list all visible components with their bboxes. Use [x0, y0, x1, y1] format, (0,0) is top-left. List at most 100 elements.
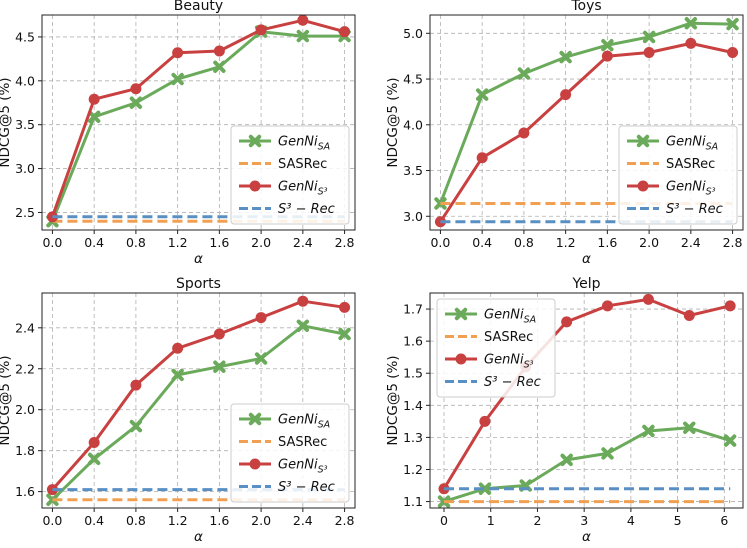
x-tick-label: 1.2 — [556, 235, 576, 250]
legend-label-main: S³ − Rec — [278, 202, 335, 217]
legend-label: GenNiSA — [666, 135, 718, 153]
y-tick-label: 1.1 — [403, 494, 423, 509]
y-tick-label: 4.5 — [15, 29, 35, 44]
data-point-circle — [213, 328, 225, 340]
legend-label: GenNiS³ — [666, 180, 716, 198]
legend-box — [618, 125, 738, 225]
series-line — [51, 324, 345, 501]
data-point-circle — [172, 47, 184, 59]
data-point-x — [560, 453, 573, 467]
legend: GenNiSA SASRec GenNiS³ S³ − Rec — [230, 125, 350, 225]
data-point-circle — [561, 316, 573, 328]
legend-marker-circle — [249, 458, 261, 470]
data-point-x — [338, 327, 351, 341]
x-tick-label: 1 — [487, 513, 495, 528]
legend-entry: GenNiS³ — [627, 180, 716, 198]
x-tick-label: 2.0 — [639, 235, 659, 250]
data-point-circle — [683, 309, 695, 321]
y-axis-label: NDCG@5 (%) — [0, 355, 13, 445]
data-point-circle — [724, 300, 736, 312]
data-point-x — [87, 452, 101, 466]
series-genni-sa — [437, 421, 737, 508]
y-tick-label: 1.5 — [403, 366, 423, 381]
legend-label-main: SASRec — [278, 157, 327, 172]
legend-label: GenNiS³ — [278, 180, 328, 198]
x-tick-label: 2.4 — [293, 513, 313, 528]
plot-frame — [41, 14, 356, 231]
data-point-x — [296, 319, 310, 332]
y-tick-label: 3.5 — [15, 117, 35, 132]
chart-panel-toys: 0.0 0.4 0.8 1.2 1.6 2.0 2.4 2.8 3.0 3.5 4.0 4.5 5.0 T… — [385, 0, 744, 267]
data-point-circle — [339, 26, 351, 38]
data-point-circle — [339, 301, 351, 313]
legend-label-subscript: SA — [524, 315, 537, 326]
legend-label-main: S³ − Rec — [666, 202, 723, 217]
x-tick-label: 0.8 — [126, 513, 146, 528]
x-tick-label: 1.2 — [168, 235, 188, 250]
data-point-circle — [602, 300, 614, 312]
data-point-x — [254, 352, 268, 365]
legend-entry: S³ − Rec — [627, 202, 723, 217]
series-line — [442, 297, 731, 490]
legend-label: SASRec — [278, 157, 327, 172]
legend-box — [230, 125, 350, 225]
data-point-x — [296, 29, 310, 43]
y-tick-label: 4.0 — [15, 73, 35, 88]
legend-label: S³ − Rec — [484, 375, 541, 390]
x-tick-label: 4 — [627, 513, 635, 528]
data-point-x — [601, 38, 614, 52]
legend-label-subscript: SA — [706, 142, 719, 153]
data-point-circle — [130, 83, 142, 95]
legend-entry: GenNiSA — [627, 135, 718, 153]
legend-marker-x — [454, 307, 468, 321]
legend-label-main: GenNi — [278, 135, 318, 150]
chart-title: Toys — [570, 0, 601, 14]
data-point-x — [642, 424, 655, 438]
x-tick-label: 5 — [674, 513, 682, 528]
data-point-circle — [479, 415, 491, 427]
legend-entry: GenNiS³ — [239, 458, 328, 476]
legend-label: GenNiS³ — [278, 458, 328, 476]
y-tick-label: 1.6 — [15, 484, 35, 499]
series-line — [439, 41, 733, 223]
data-point-x — [683, 421, 696, 434]
data-point-circle — [88, 436, 100, 448]
y-tick-label: 2.4 — [15, 320, 35, 335]
legend-entry: SASRec — [239, 157, 327, 172]
x-tick-label: 2.4 — [681, 235, 701, 250]
legend-label-subscript: SA — [318, 142, 331, 153]
legend-label-main: GenNi — [666, 180, 706, 195]
x-tick-label: 2.4 — [293, 235, 313, 250]
legend-entry: S³ − Rec — [445, 375, 541, 390]
legend-label-main: SASRec — [666, 157, 715, 172]
legend-marker-x — [248, 134, 262, 148]
y-tick-label: 4.5 — [403, 72, 423, 87]
data-point-x — [213, 60, 226, 73]
legend-entry: GenNiSA — [445, 308, 536, 326]
chart-panel-beauty: 0.0 0.4 0.8 1.2 1.6 2.0 2.4 2.8 2.5 3.0 3.5 4.0 4.5 B… — [0, 0, 356, 267]
plot-frame — [429, 292, 744, 509]
plot-frame — [429, 14, 744, 231]
legend-label-main: SASRec — [484, 330, 533, 345]
data-point-circle — [255, 312, 267, 324]
legend-marker-circle — [455, 353, 467, 365]
data-point-circle — [172, 342, 184, 354]
x-tick-label: 0 — [440, 513, 448, 528]
plot-frame — [41, 292, 356, 509]
x-tick-label: 2.8 — [335, 513, 355, 528]
data-point-circle — [601, 50, 613, 62]
y-tick-label: 1.8 — [15, 443, 35, 458]
data-point-circle — [297, 14, 309, 26]
data-point-x — [684, 17, 698, 30]
data-point-x — [601, 447, 614, 460]
x-axis-label: α — [194, 529, 203, 545]
data-point-circle — [642, 293, 654, 305]
y-tick-label: 2.2 — [15, 361, 35, 376]
series-genni-sa — [434, 17, 739, 210]
data-point-circle — [643, 47, 655, 59]
data-point-circle — [560, 89, 572, 101]
y-tick-label: 1.2 — [403, 462, 423, 477]
y-tick-label: 3.0 — [15, 161, 35, 176]
